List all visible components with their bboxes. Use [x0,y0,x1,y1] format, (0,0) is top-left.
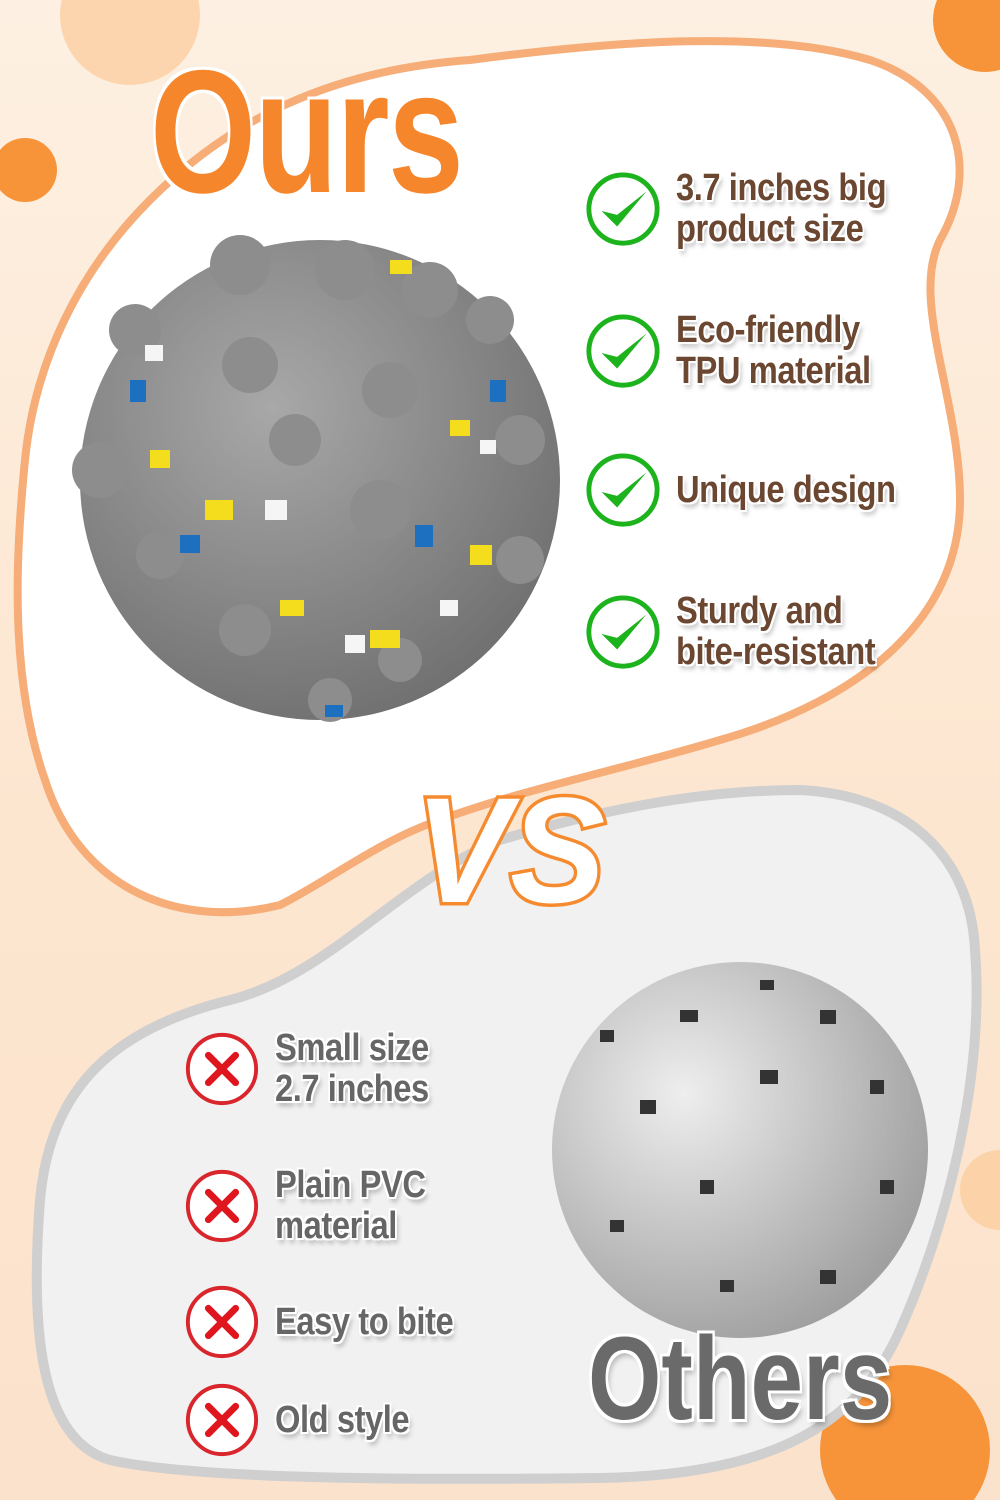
feature-text: Eco-friendly [676,309,860,351]
check-icon [586,172,660,246]
cross-icon [185,1032,259,1106]
decor-circle [820,1365,990,1500]
decor-circle [933,0,1000,72]
feature-text: Easy to bite [275,1300,454,1343]
others-heading: Others [588,1313,893,1445]
feature-text: TPU material [676,350,871,392]
ours-feature: Sturdy and bite-resistant [584,591,908,673]
feature-text: Old style [275,1398,410,1441]
vs-heading: VS [412,766,609,934]
feature-text: Unique design [676,468,896,511]
feature-text: 3.7 inches big [676,167,887,209]
ours-ball-image [72,235,560,722]
feature-text: Sturdy and [676,590,843,632]
others-feature: Plain PVC material [183,1165,450,1247]
feature-text: bite-resistant [676,631,876,673]
cross-icon [185,1169,259,1243]
feature-text: material [275,1205,397,1247]
others-ball-image [552,962,928,1338]
decor-circle [960,1150,1000,1230]
cross-icon [185,1285,259,1359]
ours-heading: Ours [150,35,464,230]
check-icon [586,314,660,388]
cross-icon [185,1383,259,1457]
ours-feature: Unique design [584,451,931,529]
feature-text: Small size [275,1027,429,1069]
feature-text: product size [676,208,864,250]
others-feature: Old style [183,1381,431,1459]
feature-text: Plain PVC [275,1164,426,1206]
decor-circle [0,138,57,202]
others-feature: Small size 2.7 inches [183,1028,454,1110]
decor-circle [60,0,200,85]
others-feature: Easy to bite [183,1283,482,1361]
feature-text: 2.7 inches [275,1068,429,1110]
check-icon [586,453,660,527]
ours-feature: 3.7 inches big product size [584,168,920,250]
ours-feature: Eco-friendly TPU material [584,310,902,392]
check-icon [586,595,660,669]
